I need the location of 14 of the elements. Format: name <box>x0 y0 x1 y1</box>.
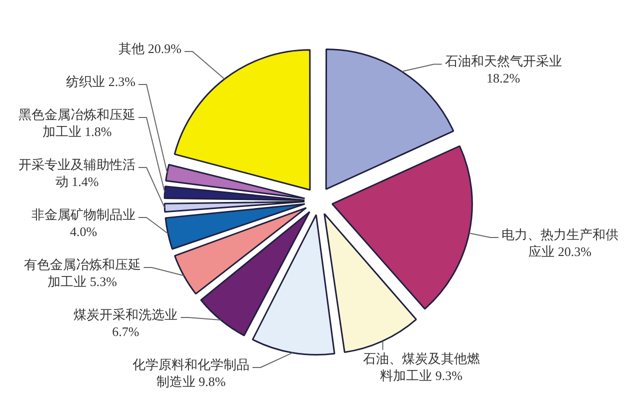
data-label: 18.2% <box>486 70 520 86</box>
slice-label: 化学原料和化学制品制造业 9.8% <box>132 356 250 389</box>
data-label: 4.0% <box>70 224 98 239</box>
data-label: 6.7% <box>112 324 140 339</box>
slice-label: 开采专业及辅助性活动 1.4% <box>18 156 136 189</box>
slice-label: 纺织业 2.3% <box>66 74 136 89</box>
slice-label: 其他 20.9% <box>118 40 182 56</box>
slice-label: 非金属矿物制品业 <box>32 206 136 222</box>
slice-label: 石油、煤炭及其他燃料加工业 9.3% <box>362 350 480 383</box>
slice-label: 石油和天然气开采业 <box>444 54 562 69</box>
slice-label: 黑色金属冶炼和压延加工业 1.8% <box>18 106 136 139</box>
slice-label: 煤炭开采和洗选业 <box>74 306 178 322</box>
slice-label: 电力、热力生产和供应业 20.3% <box>502 226 618 259</box>
slice-label: 有色金属冶炼和压延加工业 5.3% <box>24 256 141 289</box>
